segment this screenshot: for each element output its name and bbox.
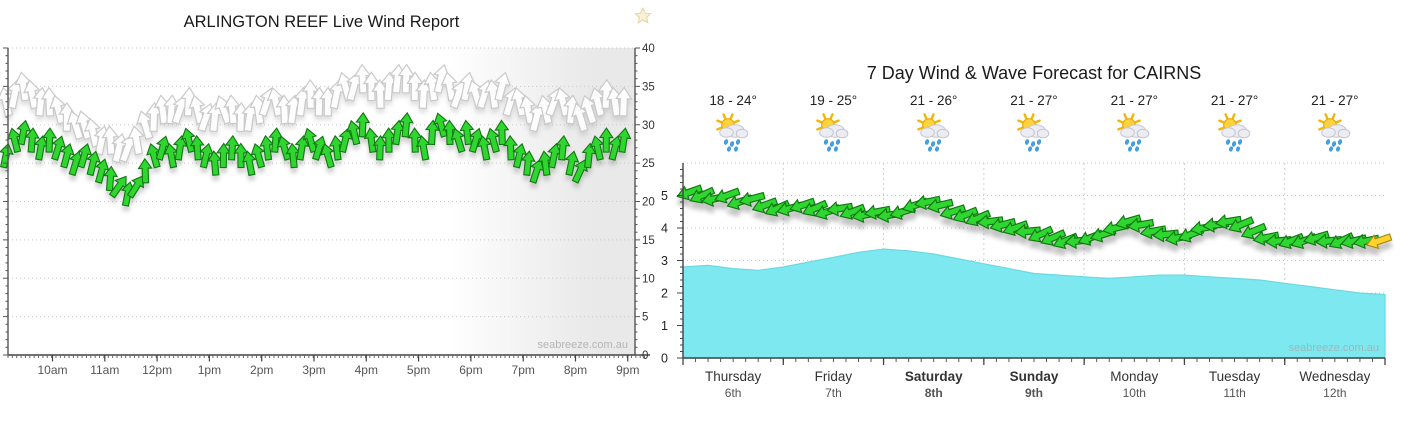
rain-drops-icon [1225,139,1242,152]
cloud-icon [1020,124,1050,139]
svg-text:2pm: 2pm [250,363,273,377]
svg-text:1: 1 [661,319,668,333]
svg-text:4pm: 4pm [355,363,378,377]
svg-text:5: 5 [642,312,648,324]
forecast-day-header: 21 - 26° [884,92,984,159]
gust-arrows [0,63,633,164]
svg-text:Tuesday: Tuesday [1209,369,1261,384]
svg-text:10th: 10th [1123,386,1146,400]
svg-text:11th: 11th [1223,386,1245,400]
wind-arrows [0,111,632,207]
day-temperature-range: 19 - 25° [809,93,858,108]
rain-drops-icon [824,139,841,152]
svg-text:7th: 7th [825,386,842,400]
rain-drops-icon [1125,139,1142,152]
svg-text:9th: 9th [1025,386,1043,400]
day-temperature-range: 18 - 24° [709,93,757,108]
rain-drops-icon [924,139,941,152]
svg-text:Monday: Monday [1110,369,1158,384]
svg-text:Friday: Friday [815,369,853,384]
svg-text:0: 0 [642,350,648,362]
svg-text:Thursday: Thursday [705,369,762,384]
sun-cloud-showers-icon [1017,113,1050,152]
live-wind-x-labels: 10am 11am 12pm 1pm 2pm 3pm 4pm 5pm 6pm 7pm 8pm 9pm [37,363,639,377]
svg-text:Wednesday: Wednesday [1299,369,1370,384]
sun-cloud-showers-icon [816,113,849,152]
svg-text:20: 20 [642,197,655,209]
live-wind-report-title: ARLINGTON REEF Live Wind Report [183,13,460,31]
svg-text:4: 4 [661,222,668,236]
live-wind-gridlines [8,47,635,318]
wave-area [682,248,1386,359]
cloud-icon [719,124,749,139]
day-temperature-range: 21 - 27° [1311,93,1359,108]
svg-text:3pm: 3pm [302,363,325,377]
svg-text:30: 30 [642,120,655,132]
forecast-wind-arrows [676,184,1393,250]
svg-text:2: 2 [661,287,668,301]
live-wind-axes: 0 5 10 15 20 25 30 35 40 [3,43,655,362]
forecast-day-header: 21 - 27° [1185,92,1285,159]
svg-text:11am: 11am [90,363,119,377]
svg-text:1pm: 1pm [198,363,221,377]
svg-text:7pm: 7pm [512,363,535,377]
svg-text:15: 15 [642,235,655,247]
sun-cloud-showers-icon [916,113,950,152]
cloud-icon [1120,124,1150,139]
svg-text:6pm: 6pm [459,363,482,377]
forecast-title: 7 Day Wind & Wave Forecast for CAIRNS [866,63,1202,83]
svg-text:3: 3 [661,254,668,268]
svg-text:10am: 10am [37,363,67,377]
svg-text:8pm: 8pm [564,363,587,377]
sun-cloud-showers-icon [1318,113,1351,152]
cloud-icon [1321,124,1351,139]
svg-text:12th: 12th [1323,386,1346,400]
forecast-day-header: 21 - 27° [1285,92,1385,159]
svg-text:seabreeze.com.au: seabreeze.com.au [1289,342,1380,354]
forecast-day-labels: Thursday 6th Friday 7th Saturday 8th Sunday 9th… [705,369,1371,400]
forecast-watermark: seabreeze.com.au [1289,342,1380,354]
svg-text:5pm: 5pm [407,363,430,377]
svg-text:12pm: 12pm [142,363,172,377]
day-temperature-range: 21 - 27° [1110,93,1158,108]
cloud-icon [1220,124,1250,139]
day-temperature-range: 21 - 27° [1210,93,1259,108]
svg-text:8th: 8th [925,386,943,400]
day-temperature-range: 21 - 27° [1010,93,1058,108]
forecast-axes: 0 1 2 3 4 5 [661,163,1386,366]
cloud-icon [919,124,950,139]
forecast-day-header: 21 - 27° [1084,92,1184,159]
svg-text:Sunday: Sunday [1010,369,1059,384]
svg-text:10: 10 [642,273,655,285]
svg-text:9pm: 9pm [616,363,639,377]
sun-cloud-showers-icon [1217,113,1250,152]
svg-text:5: 5 [661,189,668,203]
forecast-day-header: 21 - 27° [984,92,1084,159]
rain-drops-icon [724,139,741,152]
day-temperature-range: 21 - 26° [909,93,958,108]
forecast-day-header: 18 - 24° [683,92,783,159]
svg-text:6th: 6th [725,386,742,400]
cloud-icon [819,124,849,139]
rain-drops-icon [1325,139,1342,152]
rain-drops-icon [1024,139,1042,152]
svg-text:0: 0 [661,352,668,366]
forecast-day-header: 19 - 25° [783,92,883,159]
svg-text:40: 40 [642,43,655,55]
svg-text:35: 35 [642,81,655,93]
svg-text:seabreeze.com.au: seabreeze.com.au [538,339,629,351]
sun-cloud-showers-icon [1117,113,1150,152]
live-wind-watermark: seabreeze.com.au [538,339,629,351]
svg-text:25: 25 [642,158,655,170]
sun-cloud-showers-icon [716,113,749,152]
svg-text:Saturday: Saturday [905,369,963,384]
forecast-day-headers: 18 - 24° 19 - 25° [0,0,1409,160]
favorite-star-icon[interactable] [633,6,653,26]
